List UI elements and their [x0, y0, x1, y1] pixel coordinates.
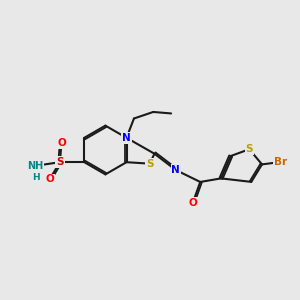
Text: NH: NH	[27, 161, 44, 171]
Text: H: H	[32, 172, 40, 182]
Text: O: O	[45, 174, 54, 184]
Text: O: O	[188, 198, 197, 208]
Text: S: S	[245, 144, 253, 154]
Text: Br: Br	[274, 157, 287, 167]
Text: O: O	[57, 138, 66, 148]
Text: N: N	[122, 133, 131, 143]
Text: N: N	[172, 165, 180, 175]
Text: S: S	[146, 159, 154, 169]
Text: S: S	[56, 157, 64, 167]
